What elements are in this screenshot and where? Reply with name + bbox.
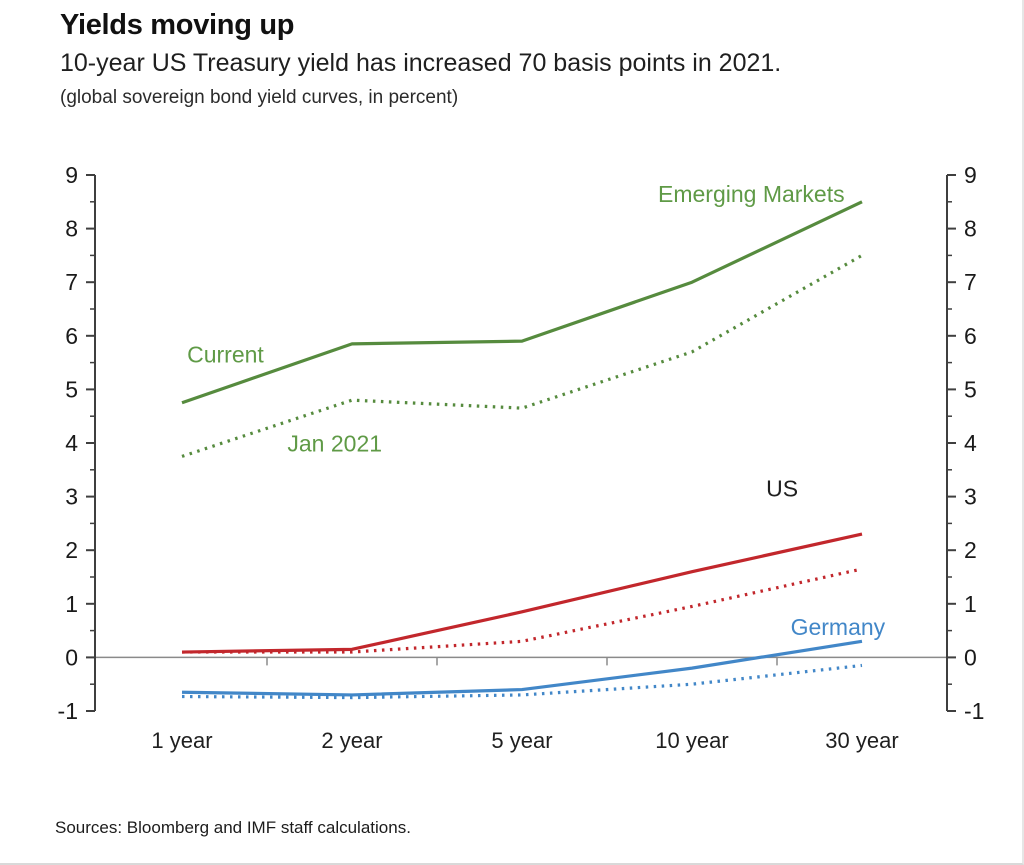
- x-axis-label: 1 year: [151, 728, 212, 753]
- y-axis-tick-label-right: 5: [964, 376, 977, 402]
- y-axis-tick-label-left: -1: [58, 698, 78, 724]
- x-axis-label: 2 year: [321, 728, 382, 753]
- x-axis-label: 5 year: [491, 728, 552, 753]
- y-axis-tick-label-right: 9: [964, 162, 977, 188]
- y-axis-tick-label-left: 4: [65, 430, 78, 456]
- y-axis-tick-label-left: 2: [65, 537, 78, 563]
- series-label-germany: Germany: [791, 614, 886, 640]
- series-line-us-jan2021: [182, 567, 863, 654]
- series-line-em-current: [181, 200, 863, 405]
- y-axis-tick-label-left: 5: [65, 376, 78, 402]
- chart-header: Yields moving up 10-year US Treasury yie…: [60, 8, 1002, 109]
- series-line-de-jan2021: [181, 663, 863, 700]
- series-label-emerging-markets: Emerging Markets: [658, 181, 845, 207]
- series-label-jan-2021: Jan 2021: [287, 431, 382, 457]
- series-line-de-current: [181, 639, 863, 697]
- x-axis-label: 10 year: [655, 728, 728, 753]
- x-axis-label: 30 year: [825, 728, 898, 753]
- series-line-em-jan2021: [181, 254, 863, 458]
- page-title: Yields moving up: [60, 9, 295, 41]
- series-line-us-current: [181, 532, 863, 654]
- y-axis-tick-label-right: 8: [964, 216, 977, 242]
- y-axis-tick-label-left: 6: [65, 323, 78, 349]
- chart-unit-note: (global sovereign bond yield curves, in …: [60, 86, 459, 108]
- y-axis-tick-label-right: 3: [964, 484, 977, 510]
- y-axis-tick-label-right: 2: [964, 537, 977, 563]
- y-axis-tick-label-right: 0: [964, 644, 977, 670]
- chart-subtitle: 10-year US Treasury yield has increased …: [60, 48, 782, 77]
- y-axis-tick-label-left: 7: [65, 269, 78, 295]
- yield-curves-chart: -1 -1 0 0 1 1 2 2 3 3 4 4 5 5 6 6 7 7 8 8 9 9 1 year 2 year 5 ye…: [58, 162, 985, 753]
- series-label-current: Current: [187, 342, 264, 368]
- y-axis-tick-label-right: -1: [964, 698, 984, 724]
- series-label-us: US: [766, 476, 798, 502]
- y-axis-tick-label-right: 1: [964, 591, 977, 617]
- y-axis-tick-label-left: 0: [65, 644, 78, 670]
- y-axis-tick-label-right: 4: [964, 430, 977, 456]
- sources-note: Sources: Bloomberg and IMF staff calcula…: [55, 818, 411, 837]
- y-axis-tick-label-right: 6: [964, 323, 977, 349]
- y-axis-tick-label-left: 3: [65, 484, 78, 510]
- y-axis-tick-label-right: 7: [964, 269, 977, 295]
- y-axis-tick-label-left: 8: [65, 216, 78, 242]
- y-axis-tick-label-left: 1: [65, 591, 78, 617]
- y-axis-tick-label-left: 9: [65, 162, 78, 188]
